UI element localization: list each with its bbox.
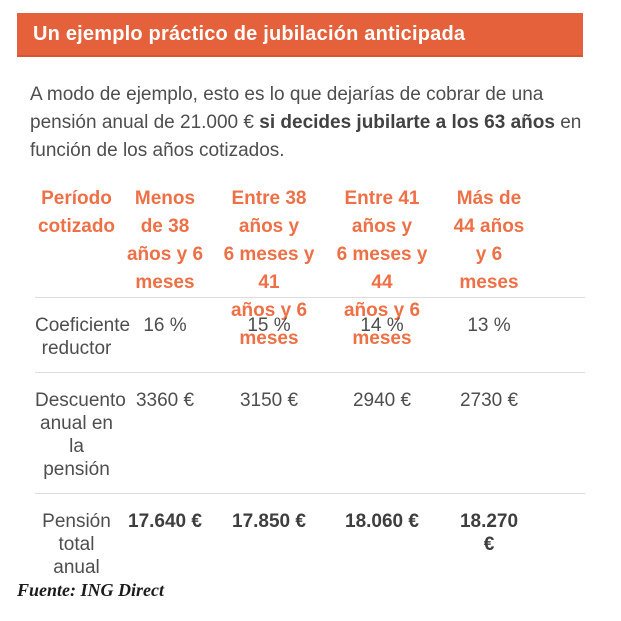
column-header-entre-38-41: Entre 38 años y 6 meses y 41 años y 6 me…: [223, 188, 315, 349]
table-cell: 18.060 €: [345, 511, 419, 532]
table-cell: 15 %: [247, 315, 291, 336]
table-row-descuento-anual: Descuento anual en la pensión 3360 € 315…: [35, 372, 585, 493]
column-header-entre-41-44: Entre 41 años y 6 meses y 44 años y 6 me…: [336, 188, 428, 349]
table-cell: 2940 €: [352, 390, 412, 411]
table-cell: 3360 €: [135, 390, 195, 411]
table-row-pension-total: Pensión total anual 17.640 € 17.850 € 18…: [35, 493, 585, 591]
table-cell: 2730 €: [459, 390, 519, 411]
table-cell: 13 %: [467, 315, 511, 336]
table-cell: 17.850 €: [232, 511, 306, 532]
table-cell: 14 %: [360, 315, 404, 336]
source-attribution: Fuente: ING Direct: [17, 580, 164, 600]
row-label: Pensión total anual: [42, 511, 111, 578]
intro-line-2: pensión anual de 21.000 € si decides jub…: [30, 112, 582, 133]
section-title: Un ejemplo práctico de jubilación antici…: [33, 22, 466, 45]
section-title-bar: Un ejemplo práctico de jubilación antici…: [17, 13, 583, 57]
pension-table: Período cotizado Menos de 38 años y 6 me…: [35, 185, 585, 591]
table-cell: 3150 €: [239, 390, 299, 411]
row-label: Descuento anual en la pensión: [35, 390, 126, 480]
intro-line-1: A modo de ejemplo, esto es lo que dejarí…: [30, 84, 544, 105]
intro-line-3: función de los años cotizados.: [30, 140, 285, 161]
column-header-periodo-cotizado: Período cotizado: [37, 188, 116, 237]
table-cell: 18.270 €: [459, 511, 519, 555]
column-header-menos-38: Menos de 38 años y 6 meses: [126, 188, 204, 293]
row-label: Coeficiente reductor: [35, 315, 131, 359]
intro-paragraph: A modo de ejemplo, esto es lo que dejarí…: [30, 81, 590, 165]
table-header-row: Período cotizado Menos de 38 años y 6 me…: [35, 185, 585, 349]
table-cell: 16 %: [143, 315, 187, 336]
column-header-mas-44: Más de 44 años y 6 meses: [453, 188, 525, 293]
table-row-coeficiente-reductor: Coeficiente reductor 16 % 15 % 14 % 13 %: [35, 297, 585, 372]
table-cell: 17.640 €: [128, 511, 202, 532]
intro-bold-segment: si decides jubilarte a los 63 años: [259, 112, 555, 133]
